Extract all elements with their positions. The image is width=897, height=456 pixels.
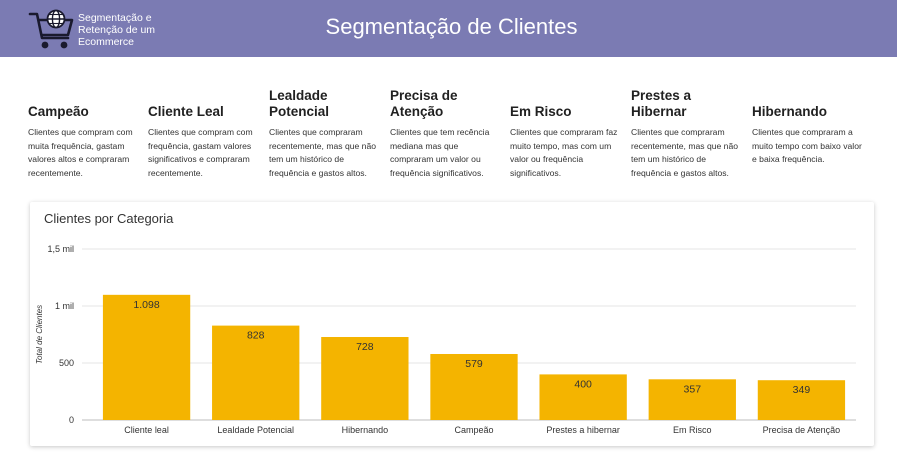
- y-tick-label: 1,5 mil: [47, 244, 74, 254]
- x-tick-label: Cliente leal: [124, 425, 169, 435]
- x-tick-label: Em Risco: [673, 425, 712, 435]
- x-tick-label: Lealdade Potencial: [217, 425, 294, 435]
- segment-title: Prestes a Hibernar: [631, 88, 692, 119]
- segment-description: Clientes que compraram recentemente, mas…: [269, 127, 377, 178]
- bar-value-label: 1.098: [133, 299, 159, 311]
- y-tick-label: 1 mil: [55, 301, 74, 311]
- chart-card: Clientes por Categoria 0 500 1 mil 1,5 mil T…: [30, 202, 874, 446]
- segment-card-hibernando: Hibernando Clientes que compraram a muit…: [752, 84, 862, 167]
- bar: [212, 325, 300, 420]
- bar-chart: 0 500 1 mil 1,5 mil Total de Clientes 1.098 Cl…: [35, 244, 856, 435]
- page-title: Segmentação de Clientes: [325, 14, 578, 39]
- bar-value-label: 728: [356, 341, 374, 353]
- bar: [430, 353, 518, 420]
- bar: [757, 380, 846, 420]
- bar-value-label: 349: [793, 384, 811, 396]
- segment-card-cliente-leal: Cliente Leal Clientes que compram com fr…: [148, 84, 258, 180]
- segment-description: Clientes que compraram faz muito tempo, …: [510, 127, 618, 178]
- x-tick-label: Campeão: [454, 425, 493, 435]
- bar: [539, 374, 627, 420]
- segment-description: Clientes que compram com frequência, gas…: [148, 127, 253, 178]
- segment-title: Hibernando: [752, 104, 828, 119]
- bar-value-label: 828: [247, 330, 265, 342]
- segment-title: Cliente Leal: [148, 104, 224, 119]
- app-header: Segmentação e Retenção de um Ecommerce S…: [0, 0, 897, 57]
- segment-title: Lealdade Potencial: [269, 88, 330, 119]
- segment-card-lealdade-potencial: Lealdade Potencial Clientes que comprara…: [269, 84, 379, 180]
- segment-card-campeao: Campeão Clientes que compram com muita f…: [28, 84, 138, 180]
- x-tick-label: Prestes a hibernar: [546, 425, 620, 435]
- chart-title: Clientes por Categoria: [44, 211, 174, 226]
- segment-title: Campeão: [28, 104, 89, 119]
- segment-title: Em Risco: [510, 104, 572, 119]
- x-tick-label: Hibernando: [342, 425, 389, 435]
- bar-value-label: 579: [465, 358, 483, 370]
- y-axis-label: Total de Clientes: [35, 305, 44, 364]
- bar: [321, 337, 409, 420]
- bar-value-label: 357: [684, 383, 702, 395]
- y-tick-label: 500: [59, 358, 74, 368]
- segment-title: Precisa de Atenção: [390, 88, 458, 119]
- segment-description: Clientes que compraram a muito tempo com…: [752, 127, 862, 164]
- bar: [648, 379, 736, 420]
- brand-name: Segmentação e Retenção de um Ecommerce: [78, 12, 156, 48]
- bar: [102, 294, 191, 420]
- segment-description: Clientes que compram com muita frequênci…: [28, 127, 133, 178]
- bar-value-label: 400: [574, 378, 592, 390]
- segment-description: Clientes que tem recência mediana mas qu…: [390, 127, 490, 178]
- y-tick-label: 0: [69, 415, 74, 425]
- segment-card-prestes-a-hibernar: Prestes a Hibernar Clientes que comprara…: [631, 84, 741, 180]
- shopping-cart-globe-icon: [28, 9, 74, 49]
- segment-description: Clientes que compraram recentemente, mas…: [631, 127, 739, 178]
- x-tick-label: Precisa de Atenção: [763, 425, 841, 435]
- segment-card-precisa-de-atencao: Precisa de Atenção Clientes que tem recê…: [390, 84, 500, 180]
- segment-card-em-risco: Em Risco Clientes que compraram faz muit…: [510, 84, 620, 180]
